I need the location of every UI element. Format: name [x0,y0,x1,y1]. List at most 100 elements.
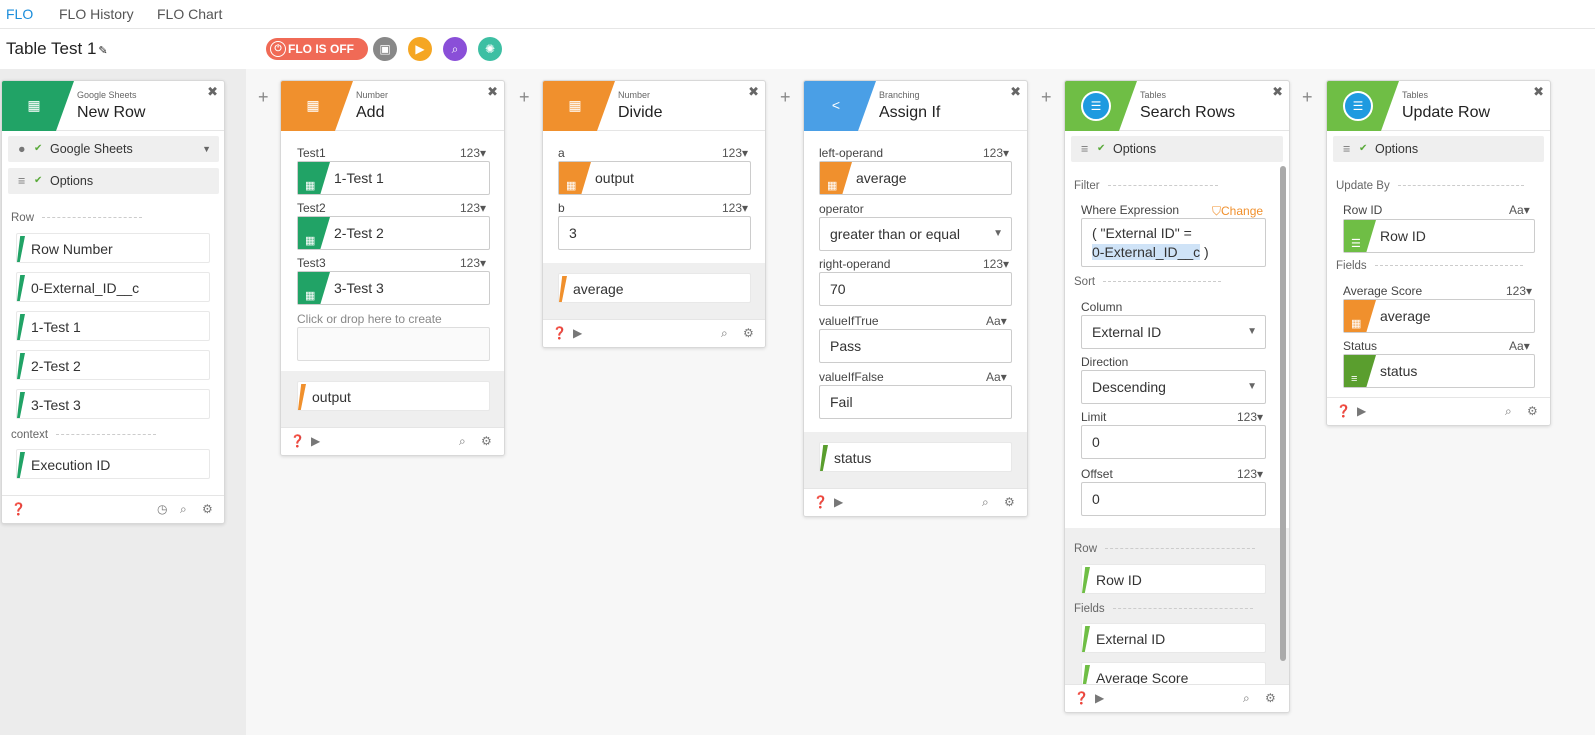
select-operator[interactable]: greater than or equal ▼ [819,217,1012,251]
type-selector[interactable]: 123▾ [1237,410,1264,424]
add-step-icon[interactable]: + [258,87,269,107]
input-right-operand[interactable]: 70 [819,272,1012,306]
input-b[interactable]: 3 [558,216,751,250]
input-average-score[interactable]: ▦ average [1343,299,1535,333]
search-icon[interactable]: ⌕ [982,495,989,509]
search-icon[interactable]: ⌕ [459,434,466,448]
flo-title[interactable]: Table Test 1 ✎ [6,39,108,58]
list-item[interactable]: 1-Test 1 [16,311,210,341]
gear-icon[interactable]: ⚙ [481,434,492,448]
network-icon[interactable]: ✺ [478,37,502,61]
where-expression-input[interactable]: ( "External ID" = 0-External_ID__c ) [1081,218,1266,267]
gear-icon[interactable]: ⚙ [1527,404,1538,418]
type-selector[interactable]: 123▾ [1506,284,1533,298]
input-left-operand[interactable]: ▦ average [819,161,1012,195]
change-filter-link[interactable]: ⛉Change [1212,204,1264,218]
options-row[interactable]: ≡ ✔ Options [1333,136,1544,162]
tab-flo-history[interactable]: FLO History [59,6,134,22]
list-item[interactable]: Row Number [16,233,210,263]
close-icon[interactable]: ✖ [1272,84,1283,99]
add-step-icon[interactable]: + [519,87,530,107]
input-value-if-false[interactable]: Fail [819,385,1012,419]
help-icon[interactable]: ❓ [552,326,567,340]
field-label: Test1 [297,146,326,160]
save-icon[interactable]: ▣ [373,37,397,61]
list-item[interactable]: 0-External_ID__c [16,272,210,302]
search-icon[interactable]: ⌕ [721,326,728,340]
search-icon[interactable]: ⌕ [180,502,187,516]
list-item[interactable]: 2-Test 2 [16,350,210,380]
close-icon[interactable]: ✖ [207,84,218,99]
close-icon[interactable]: ✖ [487,84,498,99]
input-row-id[interactable]: ☰ Row ID [1343,219,1535,253]
card-category: Tables [1140,90,1167,100]
input-test1[interactable]: ▦ 1-Test 1 [297,161,490,195]
type-selector[interactable]: 123▾ [983,257,1010,271]
search-icon[interactable]: ⌕ [1243,691,1250,705]
type-selector[interactable]: 123▾ [722,146,749,160]
output-item[interactable]: External ID [1081,623,1266,653]
create-drop-zone[interactable] [297,327,490,361]
section-update-by: Update By [1336,180,1524,192]
type-selector[interactable]: Aa▾ [986,314,1007,328]
search-icon[interactable]: ⌕ [1505,404,1512,418]
select-direction[interactable]: Descending ▼ [1081,370,1266,404]
type-selector[interactable]: Aa▾ [1509,203,1530,217]
output-item[interactable]: status [819,442,1012,472]
type-selector[interactable]: 123▾ [460,146,487,160]
add-step-icon[interactable]: + [780,87,791,107]
options-row[interactable]: ≡ ✔ Options [1071,136,1283,162]
help-icon[interactable]: ❓ [1074,691,1089,705]
play-icon[interactable]: ▶ [1095,691,1105,705]
gear-icon[interactable]: ⚙ [1004,495,1015,509]
list-item[interactable]: Execution ID [16,449,210,479]
input-test2[interactable]: ▦ 2-Test 2 [297,216,490,250]
type-selector[interactable]: 123▾ [460,201,487,215]
input-limit[interactable]: 0 [1081,425,1266,459]
select-column[interactable]: External ID ▼ [1081,315,1266,349]
add-step-icon[interactable]: + [1302,87,1313,107]
close-icon[interactable]: ✖ [1533,84,1544,99]
input-a[interactable]: ▦ output [558,161,751,195]
play-icon[interactable]: ▶ [834,495,844,509]
flo-toggle-button[interactable]: ⏻ FLO IS OFF [266,38,368,60]
help-icon[interactable]: ❓ [1336,404,1351,418]
close-icon[interactable]: ✖ [1010,84,1021,99]
list-item[interactable]: 3-Test 3 [16,389,210,419]
output-item[interactable]: average [558,273,751,303]
play-icon[interactable]: ▶ [311,434,321,448]
pencil-icon[interactable]: ✎ [98,45,108,57]
input-offset[interactable]: 0 [1081,482,1266,516]
scrollbar[interactable] [1280,166,1286,661]
search-icon[interactable]: ⌕ [443,37,467,61]
type-selector[interactable]: 123▾ [722,201,749,215]
play-icon[interactable]: ▶ [1357,404,1367,418]
input-status[interactable]: ≡ status [1343,354,1535,388]
history-icon[interactable]: ◷ [157,502,168,516]
close-icon[interactable]: ✖ [748,84,759,99]
output-item[interactable]: output [297,381,490,411]
input-value-if-true[interactable]: Pass [819,329,1012,363]
output-item[interactable]: Row ID [1081,564,1266,594]
tab-flo[interactable]: FLO [6,6,34,22]
type-selector[interactable]: 123▾ [460,256,487,270]
play-icon[interactable]: ▶ [573,326,583,340]
connection-row[interactable]: ● ✔ Google Sheets ▼ [8,136,219,162]
type-selector[interactable]: 123▾ [1237,467,1264,481]
type-selector[interactable]: Aa▾ [1509,339,1530,353]
add-step-icon[interactable]: + [1041,87,1052,107]
gear-icon[interactable]: ⚙ [743,326,754,340]
input-test3[interactable]: ▦ 3-Test 3 [297,271,490,305]
run-icon[interactable]: ▶ [408,37,432,61]
gear-icon[interactable]: ⚙ [1265,691,1276,705]
field-label: valueIfTrue [819,314,879,328]
help-icon[interactable]: ❓ [11,502,26,516]
field-token[interactable]: 0-External_ID__c [1092,244,1201,260]
gear-icon[interactable]: ⚙ [202,502,213,516]
type-selector[interactable]: 123▾ [983,146,1010,160]
help-icon[interactable]: ❓ [290,434,305,448]
help-icon[interactable]: ❓ [813,495,828,509]
type-selector[interactable]: Aa▾ [986,370,1007,384]
tab-flo-chart[interactable]: FLO Chart [157,6,223,22]
options-row[interactable]: ≡ ✔ Options [8,168,219,194]
